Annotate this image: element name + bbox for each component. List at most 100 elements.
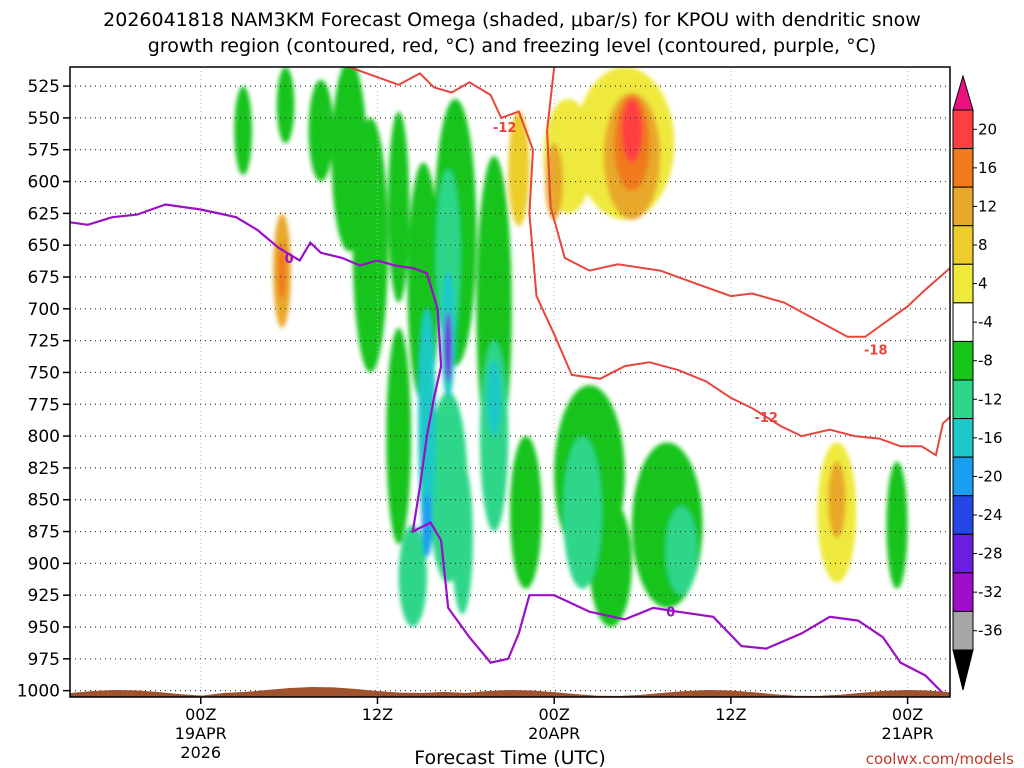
colorbar-label-8: -16: [978, 429, 1003, 447]
colorbar-label-1: 16: [978, 159, 997, 177]
omega-cell-4: [276, 67, 295, 144]
dgz-contour-bottom: [751, 407, 950, 457]
ytick-label-900: 900: [28, 554, 60, 574]
colorbar-top-arrow: [952, 74, 974, 111]
colorbar-swatch-4: [952, 263, 974, 304]
omega-cell-5: [308, 79, 334, 182]
ytick-label-950: 950: [28, 618, 60, 638]
xtick-label-0-0: 00Z: [185, 705, 216, 724]
colorbar-label-2: 12: [978, 197, 997, 215]
ytick-label-550: 550: [28, 109, 60, 129]
omega-cell-28: [398, 525, 427, 627]
contour-label-0: -12: [493, 121, 517, 136]
omega-cell-8: [388, 111, 410, 303]
ytick-label-725: 725: [28, 332, 60, 352]
ytick-label-800: 800: [28, 427, 60, 447]
ytick-label-850: 850: [28, 491, 60, 511]
dgz-contour-upper: [348, 67, 753, 410]
contour-label-2: -12: [754, 411, 778, 426]
colorbar-label-12: -32: [978, 583, 1003, 601]
omega-cell-9: [386, 327, 412, 545]
omega-shading: [234, 67, 908, 627]
terrain-band: [70, 687, 950, 697]
ytick-label-1000: 1000: [17, 682, 60, 702]
ytick-label-525: 525: [28, 77, 60, 97]
colorbar-swatch-9: [952, 456, 974, 497]
colorbar-label-13: -36: [978, 622, 1003, 640]
xtick-label-2-1: 20APR: [528, 724, 580, 743]
omega-cell-26: [665, 506, 698, 596]
gridlines: [70, 67, 950, 697]
colorbar-label-4: 4: [978, 275, 988, 293]
colorbar-swatch-3: [952, 225, 974, 265]
ytick-label-625: 625: [28, 204, 60, 224]
plot-area: -12 -18 -12 0 0: [69, 66, 951, 698]
omega-cell-25: [563, 436, 602, 589]
contour-labels: -12 -18 -12 0 0: [285, 121, 888, 621]
xtick-label-1-0: 12Z: [362, 705, 393, 724]
y-axis-ticks: 525 550 575 600 625 650 675 700 725 750 775 800 825 8…: [17, 77, 70, 702]
xtick-label-0-2: 2026: [180, 743, 221, 762]
omega-cell-21: [435, 168, 461, 347]
contour-label-4: 0: [666, 606, 675, 621]
ytick-label-875: 875: [28, 523, 60, 543]
contour-label-3: 0: [285, 252, 294, 267]
colorbar-bottom-arrow: [952, 649, 974, 691]
colorbar-swatch-1: [952, 148, 974, 188]
omega-cell-14: [508, 111, 530, 227]
omega-cell-29: [451, 461, 473, 615]
credit-text: coolwx.com/models: [866, 750, 1014, 768]
colorbar-swatch-7: [952, 379, 974, 420]
colorbar-swatch-11: [952, 533, 974, 574]
dgz-contour-lower: [546, 67, 950, 338]
ytick-label-975: 975: [28, 650, 60, 670]
colorbar-label-11: -28: [978, 545, 1003, 563]
xtick-label-4-0: 00Z: [892, 705, 923, 724]
omega-cell-31: [418, 308, 436, 538]
ytick-label-825: 825: [28, 459, 60, 479]
colorbar-swatch-2: [952, 186, 974, 227]
colorbar-swatch-8: [952, 418, 974, 458]
ytick-label-575: 575: [28, 141, 60, 161]
ytick-label-600: 600: [28, 173, 60, 193]
colorbar-label-10: -24: [978, 506, 1003, 524]
colorbar-swatch-10: [952, 495, 974, 535]
colorbar-swatch-5: [952, 302, 974, 342]
colorbar-swatch-12: [952, 572, 974, 612]
omega-cell-18: [886, 461, 908, 589]
omega-cell-13: [510, 436, 542, 589]
omega-cell-32: [487, 359, 502, 437]
colorbar-label-6: -8: [978, 352, 993, 370]
ytick-label-675: 675: [28, 268, 60, 288]
colorbar-label-3: 8: [978, 236, 988, 254]
colorbar-label-7: -12: [978, 390, 1003, 408]
xtick-label-3-0: 12Z: [715, 705, 746, 724]
omega-cell-3: [234, 86, 253, 176]
colorbar-label-5: -4: [978, 313, 993, 331]
colorbar: 20 16 12 8 4 -4 -8 -12 -16 -20 -24 -28 -32 -36: [952, 74, 1003, 691]
colorbar-label-9: -20: [978, 467, 1003, 485]
ytick-label-650: 650: [28, 236, 60, 256]
xtick-label-4-1: 21APR: [882, 724, 934, 743]
xtick-label-2-0: 00Z: [539, 705, 570, 724]
xtick-label-0-1: 19APR: [175, 724, 227, 743]
omega-cell-37: [444, 312, 452, 382]
ytick-label-700: 700: [28, 300, 60, 320]
colorbar-swatch-6: [952, 340, 974, 381]
omega-cell-36: [621, 98, 643, 163]
chart-title-line1: 2026041818 NAM3KM Forecast Omega (shaded…: [103, 9, 921, 31]
ytick-label-925: 925: [28, 586, 60, 606]
ytick-label-775: 775: [28, 395, 60, 415]
x-axis-label: Forecast Time (UTC): [414, 747, 605, 768]
contour-lines: [70, 67, 950, 694]
omega-cell-27: [828, 461, 846, 538]
colorbar-swatch-0: [952, 109, 974, 150]
terrain-surface: [70, 687, 950, 697]
colorbar-swatch-13: [952, 610, 974, 651]
colorbar-label-0: 20: [978, 120, 997, 138]
plot-frame: [69, 66, 951, 698]
chart-title-line2: growth region (contoured, red, °C) and f…: [148, 35, 877, 57]
freezing-level-contour: [70, 203, 944, 694]
